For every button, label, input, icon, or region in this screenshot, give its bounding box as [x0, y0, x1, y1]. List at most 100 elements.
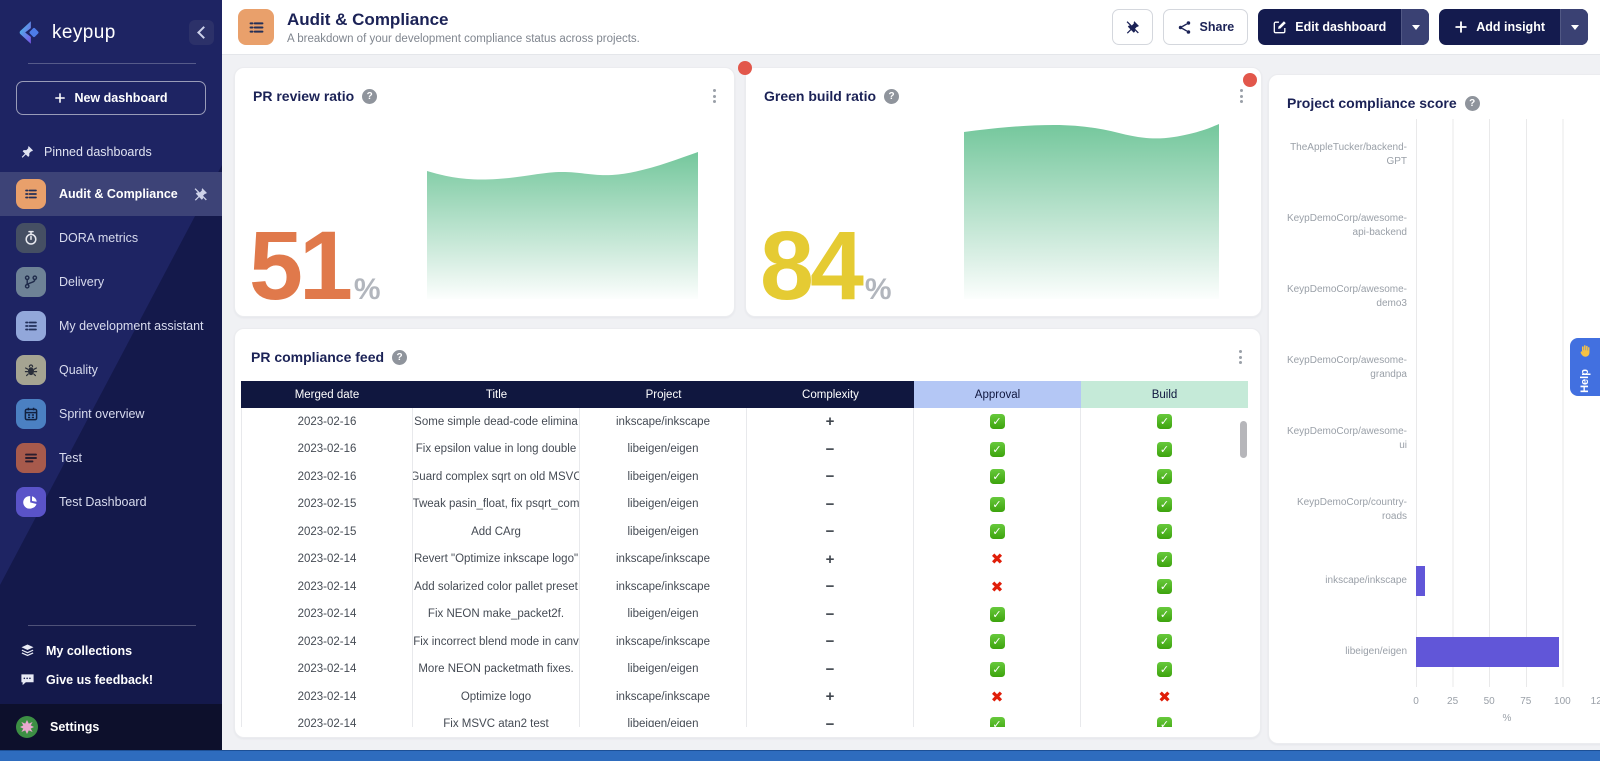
approval-cell: ✓	[914, 435, 1081, 463]
table-scrollbar[interactable]	[1240, 421, 1247, 458]
approval-cell: ✓	[914, 710, 1081, 727]
bar-chart-row: inkscape/inkscape	[1283, 545, 1600, 616]
title-cell: Fix MSVC atan2 test	[413, 710, 580, 727]
add-insight-dropdown[interactable]	[1560, 9, 1588, 45]
check-icon: ✓	[1157, 661, 1172, 677]
column-header[interactable]: Title	[485, 388, 508, 401]
sidebar-item-label: Delivery	[59, 275, 105, 289]
plot-area	[1416, 403, 1599, 474]
category-label: KeypDemoCorp/awesome-api-backend	[1286, 212, 1407, 238]
table-row[interactable]: 2023-02-15 Tweak pasin_float, fix psqrt_c…	[242, 490, 1248, 518]
help-icon[interactable]: ?	[884, 88, 900, 104]
card-title: Project compliance score	[1287, 95, 1457, 111]
card-menu-button[interactable]	[1236, 85, 1247, 107]
help-tab-button[interactable]: Help	[1570, 338, 1600, 396]
project-cell: inkscape/inkscape	[580, 545, 747, 573]
card-title: PR review ratio	[253, 88, 355, 104]
category-label: libeigen/eigen	[1345, 645, 1407, 657]
table-row[interactable]: 2023-02-14 Fix MSVC atan2 test libeigen/ei…	[242, 710, 1248, 727]
sidebar-item[interactable]: DORA metrics	[0, 216, 222, 260]
help-label: Help	[1579, 369, 1591, 393]
table-row[interactable]: 2023-02-16 Guard complex sqrt on old MSVC…	[242, 463, 1248, 491]
complexity-cell: −	[747, 655, 914, 683]
plot-area	[1416, 261, 1599, 332]
sidebar-item[interactable]: Test	[0, 436, 222, 480]
sidebar-nav: Audit & Compliance DORA metrics Delivery My…	[0, 172, 222, 524]
table-row[interactable]: 2023-02-16 Some simple dead-code elimina i…	[242, 408, 1248, 436]
cross-icon: ✖	[1158, 688, 1171, 706]
table-row[interactable]: 2023-02-14 Fix incorrect blend mode in ca…	[242, 628, 1248, 656]
help-icon[interactable]: ?	[1464, 95, 1480, 111]
unpin-icon[interactable]	[193, 187, 208, 202]
sidebar-item[interactable]: Test Dashboard	[0, 480, 222, 524]
approval-cell: ✓	[914, 408, 1081, 436]
feed-table-header: Merged date Title Project Complexity Approva…	[241, 381, 1248, 408]
edit-icon	[1273, 20, 1287, 34]
table-row[interactable]: 2023-02-14 More NEON packetmath fixes. lib…	[242, 655, 1248, 683]
table-row[interactable]: 2023-02-14 Add solarized color pallet pre…	[242, 573, 1248, 601]
sidebar-item[interactable]: Sprint overview	[0, 392, 222, 436]
my-collections-item[interactable]: My collections	[0, 636, 222, 665]
unpin-dashboard-button[interactable]	[1111, 9, 1153, 45]
card-menu-button[interactable]	[1235, 346, 1246, 368]
feedback-item[interactable]: Give us feedback!	[0, 665, 222, 694]
build-cell: ✓	[1081, 573, 1248, 601]
table-row[interactable]: 2023-02-14 Optimize logo inkscape/inkscape…	[242, 683, 1248, 711]
help-icon[interactable]: ?	[362, 88, 378, 104]
merged-date-cell: 2023-02-14	[242, 545, 413, 573]
check-icon: ✓	[1157, 469, 1172, 485]
card-menu-button[interactable]	[709, 85, 720, 107]
sidebar-collapse-button[interactable]	[189, 20, 214, 45]
check-icon: ✓	[1157, 414, 1172, 430]
title-cell: Tweak pasin_float, fix psqrt_com	[413, 490, 580, 518]
check-icon: ✓	[1157, 441, 1172, 457]
edit-dashboard-dropdown[interactable]	[1401, 9, 1430, 45]
avatar	[16, 716, 38, 738]
project-cell: libeigen/eigen	[580, 710, 747, 727]
add-insight-button[interactable]: Add insight	[1439, 9, 1588, 45]
settings-item[interactable]: Settings	[0, 704, 222, 750]
bar-chart-row: KeypDemoCorp/country-roads	[1283, 474, 1600, 545]
check-icon: ✓	[989, 524, 1005, 540]
table-row[interactable]: 2023-02-14 Revert "Optimize inkscape logo…	[242, 545, 1248, 573]
new-dashboard-button[interactable]: New dashboard	[16, 81, 206, 115]
green-build-sparkline	[964, 124, 1219, 299]
pr-compliance-feed-card: PR compliance feed ? Merged date Title Pro…	[234, 328, 1261, 738]
build-cell: ✓	[1081, 601, 1248, 629]
bar-chart-row: KeypDemoCorp/awesome-ui	[1283, 403, 1600, 474]
approval-cell: ✓	[914, 655, 1081, 683]
table-row[interactable]: 2023-02-16 Fix epsilon value in long doub…	[242, 435, 1248, 463]
approval-cell: ✓	[914, 628, 1081, 656]
complexity-cell: −	[747, 600, 914, 628]
update-indicator-dot	[1243, 73, 1257, 87]
sidebar-item[interactable]: Delivery	[0, 260, 222, 304]
check-icon: ✓	[1157, 606, 1172, 622]
plus-icon	[1454, 20, 1468, 34]
column-header[interactable]: Build	[1081, 381, 1248, 408]
edit-dashboard-button[interactable]: Edit dashboard	[1258, 9, 1430, 45]
sidebar-item[interactable]: Audit & Compliance	[0, 172, 222, 216]
column-header[interactable]: Project	[645, 388, 682, 401]
check-icon: ✓	[989, 661, 1005, 677]
project-cell: libeigen/eigen	[580, 490, 747, 518]
table-row[interactable]: 2023-02-15 Add CArg libeigen/eigen − ✓ ✓	[242, 518, 1248, 546]
x-tick-label: 25	[1447, 696, 1459, 707]
share-button[interactable]: Share	[1162, 9, 1249, 45]
merged-date-cell: 2023-02-15	[242, 490, 413, 518]
help-icon[interactable]: ?	[392, 349, 408, 365]
list-icon	[16, 311, 46, 341]
build-cell: ✓	[1081, 711, 1248, 727]
category-label: KeypDemoCorp/awesome-grandpa	[1286, 354, 1407, 380]
column-header[interactable]: Approval	[914, 381, 1081, 408]
project-cell: libeigen/eigen	[580, 655, 747, 683]
sidebar-item-label: Quality	[59, 363, 98, 377]
column-header[interactable]: Merged date	[294, 388, 360, 401]
pinned-dashboards-header: Pinned dashboards	[20, 145, 152, 159]
column-header[interactable]: Complexity	[802, 388, 859, 401]
sidebar-item[interactable]: Quality	[0, 348, 222, 392]
table-row[interactable]: 2023-02-14 Fix NEON make_packet2f. libeige…	[242, 600, 1248, 629]
sidebar-item-label: DORA metrics	[59, 231, 139, 245]
dashboard-icon	[238, 9, 274, 45]
sidebar-item[interactable]: My development assistant	[0, 304, 222, 348]
unpin-icon	[1125, 20, 1140, 35]
